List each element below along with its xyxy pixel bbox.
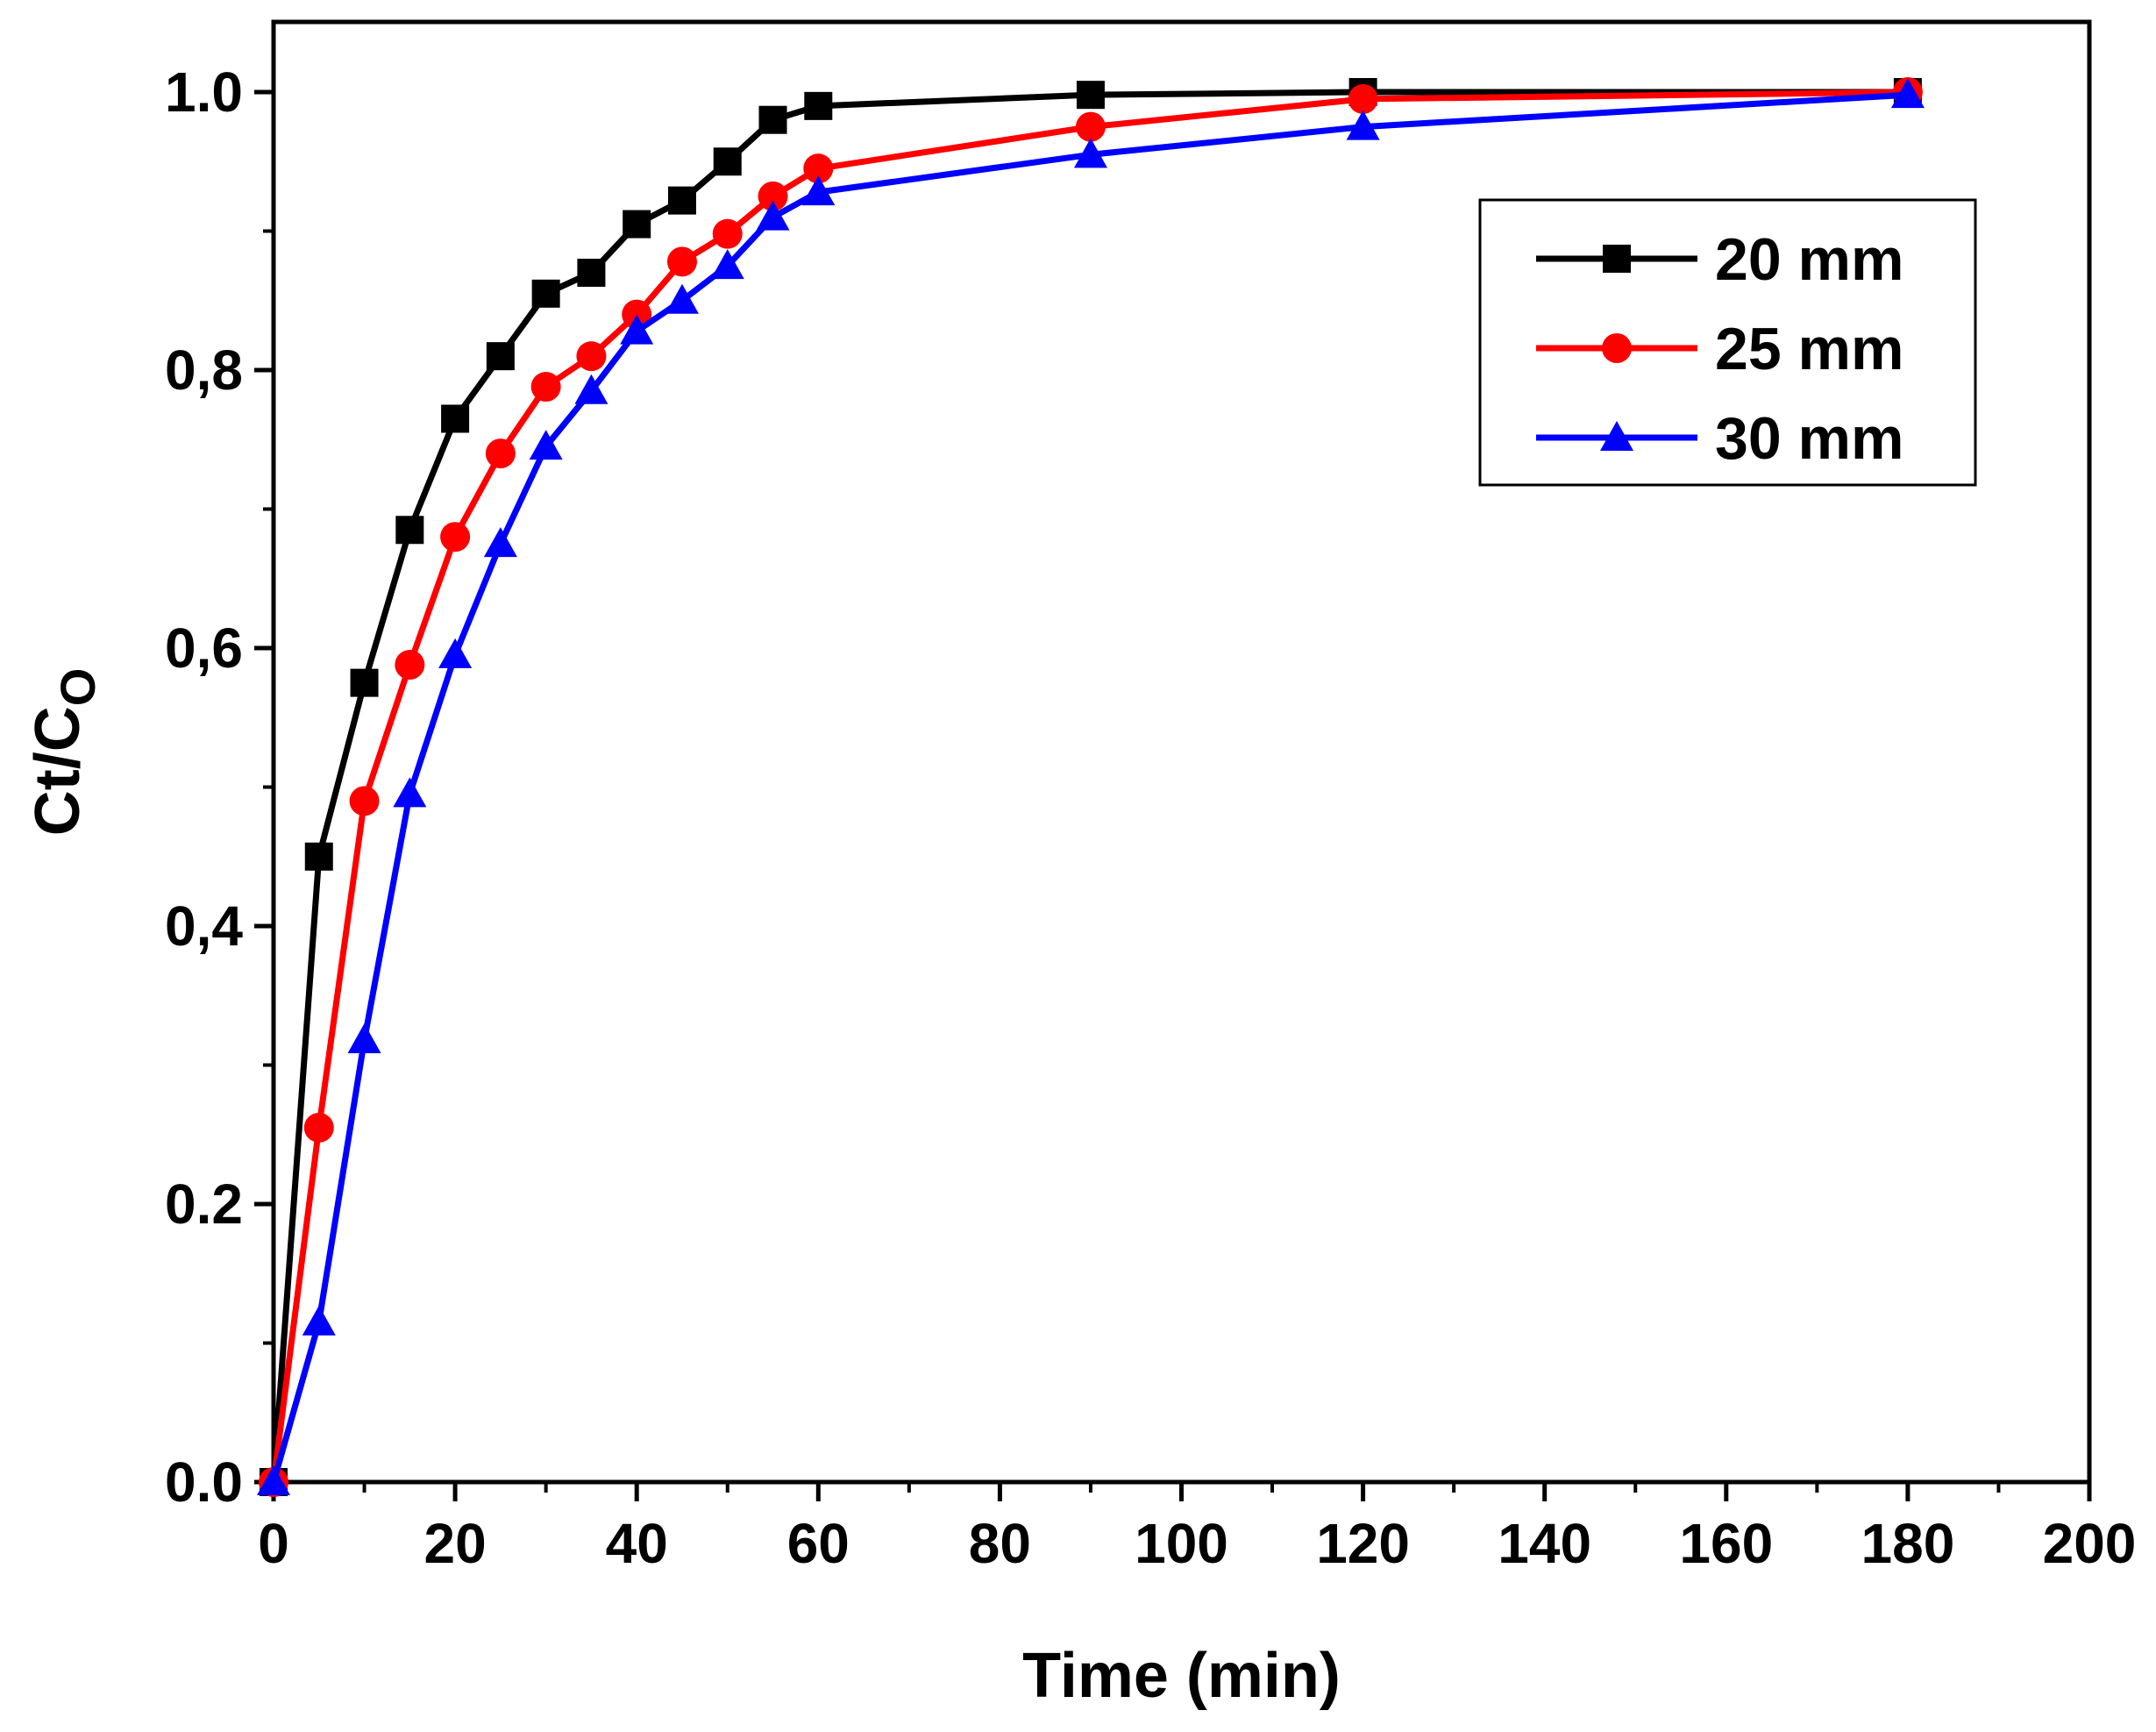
data-point [395,650,425,681]
series-line [270,89,1908,1483]
data-point [1073,138,1107,168]
data-point [486,342,515,371]
data-point [349,786,380,816]
x-tick-label: 80 [969,1512,1031,1575]
y-axis-title-subscript: O [50,668,105,707]
legend-marker [1603,245,1631,273]
series-line [270,91,1909,1483]
data-point [1890,78,1925,109]
data-point [395,516,424,545]
data-point [304,842,333,871]
data-point [347,1023,381,1053]
series-line [270,89,1908,1483]
data-point [801,175,836,206]
x-tick-label: 120 [1316,1512,1410,1575]
data-point [438,638,473,668]
legend: 20 mm 25 mm 30 mm [1478,198,1977,487]
data-point [483,527,517,558]
data-point [393,777,427,808]
data-point [620,314,654,345]
x-tick-label: 20 [424,1512,487,1575]
x-tick-label: 40 [606,1512,668,1575]
x-tick-label: 200 [2043,1512,2137,1575]
data-point [441,404,470,433]
x-tick-label: 100 [1135,1512,1228,1575]
x-tick-label: 60 [787,1512,850,1575]
y-tick-label: 1.0 [165,61,243,124]
data-point [574,374,608,404]
data-point [758,105,787,134]
data-point [576,341,607,372]
data-point [803,153,834,184]
data-point [622,299,652,330]
data-point [665,283,699,314]
data-point [804,91,833,120]
y-tick-label: 0,8 [165,339,243,402]
data-point [257,1465,290,1495]
x-tick-label: 160 [1679,1512,1773,1575]
data-point [623,210,651,239]
y-tick-label: 0,4 [165,895,243,958]
data-point [1075,111,1106,142]
data-point [440,522,471,552]
data-point [530,372,561,403]
data-point [350,668,379,697]
data-point [1076,81,1105,110]
data-point [667,186,696,215]
data-point [531,279,560,308]
data-point [1348,83,1378,114]
data-point [666,246,697,277]
legend-item: 20 mm [1536,226,1903,293]
data-point [712,218,743,249]
data-point [713,147,742,176]
legend-item: 25 mm [1536,316,1903,382]
data-point [302,1305,336,1336]
y-axis-title-main: Ct/C [23,706,93,836]
data-point [303,1112,334,1143]
data-point [485,438,516,469]
y-tick-label: 0.0 [165,1450,243,1514]
axis-ticks: 0 20 40 60 80 100 120 140 160 180 200 0.0 0.2 0,4 0,6 0… [165,61,2136,1575]
legend-label: 20 mm [1715,226,1903,293]
series-layer [257,77,1925,1497]
x-tick-label: 180 [1861,1512,1955,1575]
series-30-mm [257,78,1925,1495]
data-point [529,430,563,460]
data-point [577,259,606,288]
data-point [1346,110,1380,140]
legend-item: 30 mm [1536,405,1903,472]
y-axis-title: Ct/CO [23,668,105,837]
y-tick-label: 0,6 [165,617,243,680]
series-20-mm [260,78,1922,1496]
data-point [758,181,788,211]
x-tick-label: 0 [258,1512,289,1575]
data-point [756,200,790,231]
x-axis-title: Time (min) [1022,1641,1341,1711]
data-point [710,249,744,280]
y-tick-label: 0.2 [165,1172,243,1236]
legend-label: 25 mm [1715,316,1903,382]
legend-marker [1600,421,1633,451]
legend-marker [1602,333,1632,363]
legend-label: 30 mm [1715,405,1903,472]
x-tick-label: 140 [1498,1512,1591,1575]
